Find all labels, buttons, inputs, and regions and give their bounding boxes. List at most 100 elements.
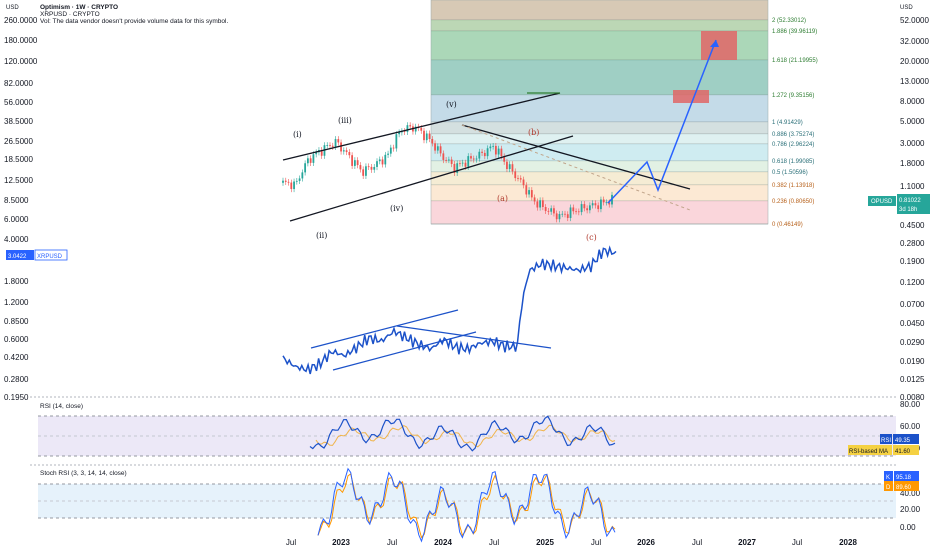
candle-body (365, 166, 367, 176)
right-tick-label: 8.0000 (900, 97, 925, 106)
candle-body (329, 145, 331, 146)
candle-body (384, 154, 387, 165)
op-badge-countdown: 3d 18h (899, 207, 917, 213)
channel-upper-line[interactable] (282, 92, 561, 161)
candle-body (431, 138, 434, 144)
right-tick-label: 0.0290 (900, 338, 925, 347)
rsi-ma-label: RSI-based MA (849, 449, 888, 455)
fib-label-8: 0.5 (1.50596) (772, 170, 808, 176)
wave-label-ii: (ii) (316, 231, 327, 240)
time-tick-label: Jul (591, 538, 601, 547)
candle-body (381, 159, 384, 165)
candle-body (403, 131, 406, 132)
xrp-badge-value: 3.0422 (8, 254, 27, 260)
target-box-lower[interactable] (673, 90, 709, 103)
op-price-badge[interactable]: OPUSD 0.81022 3d 18h (868, 194, 930, 214)
candle-body (475, 158, 478, 160)
overlay-title[interactable]: XRPUSD · CRYPTO (40, 11, 100, 18)
xrp-badge-bg (6, 250, 34, 260)
candle-body (370, 166, 373, 170)
fib-zone-8 (431, 161, 768, 172)
candle-body (376, 161, 378, 167)
rsi-value-badges[interactable]: RSI 49.35 RSI-based MA 41.60 (848, 434, 919, 455)
left-price-axis[interactable]: USD 260.0000 180.0000 120.0000 82.0000 56.00… (4, 5, 38, 402)
left-tick-label: 0.2800 (4, 375, 29, 384)
candle-body (550, 208, 553, 212)
candle-body (528, 190, 530, 195)
d-label-bg (884, 481, 893, 491)
left-tick-label: 0.1950 (4, 393, 29, 402)
rsi-ma-line (315, 424, 616, 448)
rsi-pane[interactable]: RSI (14, close) (38, 403, 896, 457)
right-tick-label: 0.1200 (900, 278, 925, 287)
k-value: 95.18 (896, 475, 912, 481)
candle-body (519, 178, 522, 180)
descending-trendline[interactable] (461, 124, 691, 190)
left-tick-label: 260.0000 (4, 16, 38, 25)
xrp-channel-lower[interactable] (332, 331, 477, 371)
channel-lower-line[interactable] (289, 135, 574, 222)
wave-label-a: (a) (497, 194, 508, 203)
right-tick-label: 0.4500 (900, 221, 925, 230)
right-tick-label: 0.1900 (900, 257, 925, 266)
left-tick-label: 8.5000 (4, 196, 29, 205)
candle-body (586, 208, 589, 211)
d-value: 89.60 (896, 485, 912, 491)
candle-body (420, 127, 423, 131)
candle-body (511, 164, 514, 172)
target-box-upper[interactable] (701, 31, 737, 60)
d-label: D (886, 485, 891, 491)
candle-body (356, 160, 359, 166)
left-tick-label: 6.0000 (4, 215, 29, 224)
xrp-falling-line[interactable] (396, 325, 552, 349)
candle-body (342, 150, 345, 152)
candle-body (334, 139, 337, 147)
candle-body (478, 151, 481, 159)
candle-body (522, 179, 525, 186)
candle-body (472, 158, 475, 160)
time-axis[interactable]: Jul 2023 Jul 2024 Jul 2025 Jul 2026 Jul 2027 Jul 20… (286, 538, 858, 547)
fibonacci-extension-zones[interactable] (430, 0, 769, 225)
stoch-value-badges[interactable]: K 95.18 D 89.60 (884, 471, 919, 491)
rsi-ma-label-bg (848, 445, 892, 455)
candle-body (597, 205, 600, 210)
candle-body (602, 199, 605, 203)
left-tick-label: 0.4200 (4, 353, 29, 362)
candle-body (583, 204, 586, 209)
xrp-channel-upper[interactable] (310, 309, 459, 349)
time-tick-label: 2024 (434, 538, 452, 547)
right-price-axis[interactable]: USD 52.0000 32.0000 20.0000 13.0000 8.0000 5.… (900, 5, 929, 402)
candle-body (467, 156, 470, 167)
xrp-price-badge[interactable]: 3.0422 XRPUSD (6, 249, 68, 261)
candle-body (293, 181, 295, 190)
candle-body (434, 143, 436, 151)
candle-body (539, 200, 542, 208)
candle-body (367, 166, 370, 168)
op-badge-symbol: OPUSD (871, 199, 893, 205)
fib-zone-4 (431, 95, 768, 122)
stoch-rsi-pane[interactable]: Stoch RSI (3, 3, 14, 14, close) (38, 467, 896, 543)
rsi-value: 49.35 (895, 438, 911, 444)
wave-label-v: (v) (446, 100, 457, 109)
symbol-title[interactable]: Optimism · 1W · CRYPTO (40, 4, 118, 11)
fib-zone-11 (431, 201, 768, 224)
candle-body (398, 132, 401, 135)
candle-body (337, 139, 340, 143)
left-tick-label: 0.6000 (4, 335, 29, 344)
candle-body (569, 207, 572, 218)
candle-body (315, 152, 318, 155)
volume-note: Vol: The data vendor doesn't provide vol… (40, 18, 228, 25)
candle-body (489, 146, 492, 149)
candle-body (406, 125, 409, 132)
stoch-k-line (317, 467, 616, 543)
projected-wave-path[interactable] (607, 39, 717, 204)
right-tick-label: 20.0000 (900, 57, 929, 66)
trendlines[interactable] (282, 92, 691, 371)
stoch-d-line (317, 473, 616, 539)
fib-zone-6 (431, 134, 768, 144)
candle-body (378, 159, 381, 162)
elliott-wave-labels: (i) (ii) (iii) (iv) (v) (a) (b) (c) (293, 100, 597, 242)
fib-zone-0 (431, 0, 768, 20)
